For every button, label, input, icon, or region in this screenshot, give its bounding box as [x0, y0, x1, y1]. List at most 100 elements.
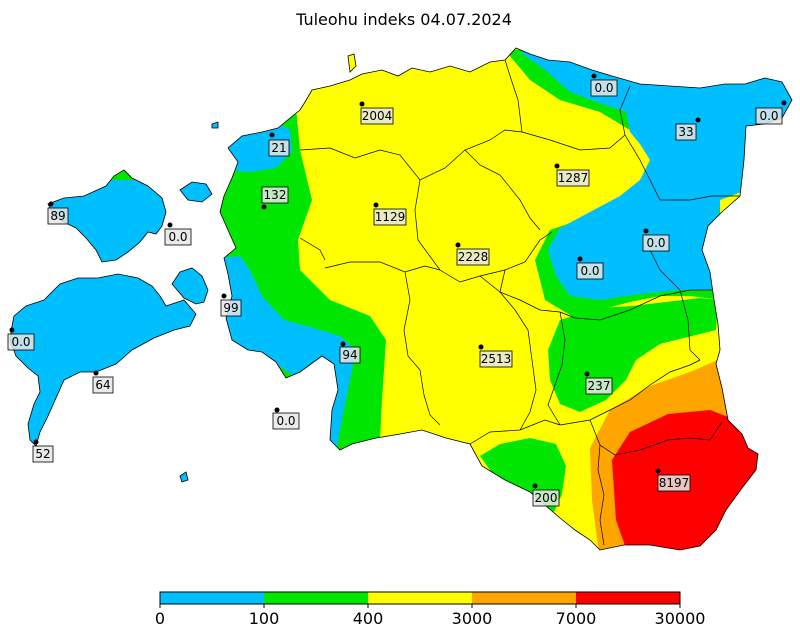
- colorbar-tick-label: 7000: [556, 609, 597, 628]
- county-border-jogeva: [479, 231, 553, 277]
- colorbar-segment: [160, 592, 264, 604]
- station-value: 64: [95, 378, 110, 392]
- station-marker: [695, 117, 701, 123]
- station-value: 237: [588, 379, 611, 393]
- county-border-valga: [469, 419, 561, 445]
- station-value: 0.0: [646, 236, 665, 250]
- station-value: 0.0: [594, 81, 613, 95]
- colorbar-segments: [160, 592, 680, 604]
- station-label-box: [7, 333, 35, 351]
- station-marker: [781, 100, 787, 106]
- station-voru: 8197: [655, 468, 691, 492]
- station-label-box: [92, 376, 114, 394]
- station-marker: [455, 242, 461, 248]
- saaremaa-outline: [9, 273, 197, 447]
- colorbar-tick-label: 30000: [655, 609, 706, 628]
- station-value: 89: [50, 209, 65, 223]
- station-marker: [48, 201, 54, 207]
- station-value: 132: [264, 188, 287, 202]
- station-marker: [340, 341, 346, 347]
- colorbar-tick-label: 100: [249, 609, 280, 628]
- station-marker: [478, 344, 484, 350]
- station-label-box: [373, 208, 407, 226]
- station-label-box: [360, 107, 394, 125]
- station-marker: [591, 73, 597, 79]
- colorbar-tick-label: 3000: [452, 609, 493, 628]
- station-value: 21: [271, 141, 286, 155]
- station-value: 0.0: [759, 109, 778, 123]
- station-value: 1129: [375, 210, 406, 224]
- station-sorve: 52: [32, 439, 54, 463]
- county-border-laane: [299, 237, 326, 261]
- islet-outline: [179, 471, 189, 483]
- station-marker: [274, 407, 280, 413]
- station-tiirikoja: 0.0: [642, 228, 670, 252]
- station-value: 0.0: [276, 414, 295, 428]
- county-border-viljandi-east: [479, 275, 537, 431]
- station-virtsu: 99: [220, 293, 242, 317]
- station-marker: [584, 371, 590, 377]
- station-label-box: [590, 79, 618, 97]
- station-label-box: [675, 123, 697, 141]
- station-label-box: [755, 107, 783, 125]
- station-marker: [554, 163, 560, 169]
- colorbar-segment: [368, 592, 472, 604]
- station-viljandi: 2513: [478, 344, 513, 368]
- station-value: 0.0: [168, 230, 187, 244]
- band-0-100-west-islands: [10, 180, 224, 460]
- county-border-jarva: [414, 179, 481, 283]
- county-border-voru-south: [597, 444, 605, 546]
- station-toravere-n: 0.0: [576, 256, 604, 280]
- station-vaike-maarja: 1287: [554, 163, 590, 187]
- band-7000-30000-southeast: [612, 410, 770, 550]
- small-island-outline: [179, 181, 213, 203]
- station-parnu: 94: [339, 341, 361, 364]
- map-title: Tuleohu indeks 04.07.2024: [296, 10, 512, 29]
- islet-north-outline: [347, 53, 357, 73]
- station-label-box: [532, 489, 560, 507]
- station-label-box: [657, 474, 691, 492]
- station-turi: 1129: [373, 202, 407, 226]
- station-marker: [9, 327, 15, 333]
- station-valga: 200: [532, 483, 560, 507]
- station-label-box: [220, 299, 242, 317]
- station-value: 1287: [558, 171, 589, 185]
- colorbar-tick-label: 400: [353, 609, 384, 628]
- station-marker: [167, 222, 173, 228]
- station-marker: [269, 132, 275, 138]
- station-marker: [261, 204, 267, 210]
- station-value: 99: [223, 301, 238, 315]
- station-value: 94: [342, 348, 357, 362]
- station-value: 200: [535, 491, 558, 505]
- station-kuressaare: 64: [92, 370, 114, 394]
- station-marker: [532, 483, 538, 489]
- colorbar-segment: [472, 592, 576, 604]
- station-value: 2228: [458, 250, 489, 264]
- station-label-box: [261, 186, 289, 204]
- band-0-100-northeast: [520, 48, 792, 300]
- station-label-box: [268, 139, 290, 157]
- station-label-box: [479, 350, 513, 368]
- county-border-parnu-viljandi: [403, 271, 441, 426]
- hiiumaa-outline: [47, 169, 167, 263]
- station-toravere: 237: [584, 371, 613, 395]
- county-border-rapla-south: [324, 261, 441, 273]
- station-marker: [643, 228, 649, 234]
- station-kunda: 0.0: [590, 73, 618, 97]
- county-border-jarva-east: [464, 149, 541, 231]
- station-pakri: 21: [268, 132, 290, 157]
- colorbar-segment: [264, 592, 368, 604]
- station-value: 2513: [481, 352, 512, 366]
- station-value: 52: [35, 447, 50, 461]
- county-border-harju-east: [504, 59, 523, 133]
- station-ristna: 89: [47, 201, 69, 225]
- station-marker: [577, 256, 583, 262]
- colorbar: 0 100 400 3000 7000 30000: [155, 591, 706, 628]
- station-narva-joesuu: 0.0: [755, 100, 787, 125]
- station-value: 0.0: [11, 335, 30, 349]
- station-kihnu: 0.0: [272, 407, 300, 430]
- station-label-box: [576, 262, 604, 280]
- station-label-box: [47, 207, 69, 225]
- station-label-box: [32, 445, 54, 463]
